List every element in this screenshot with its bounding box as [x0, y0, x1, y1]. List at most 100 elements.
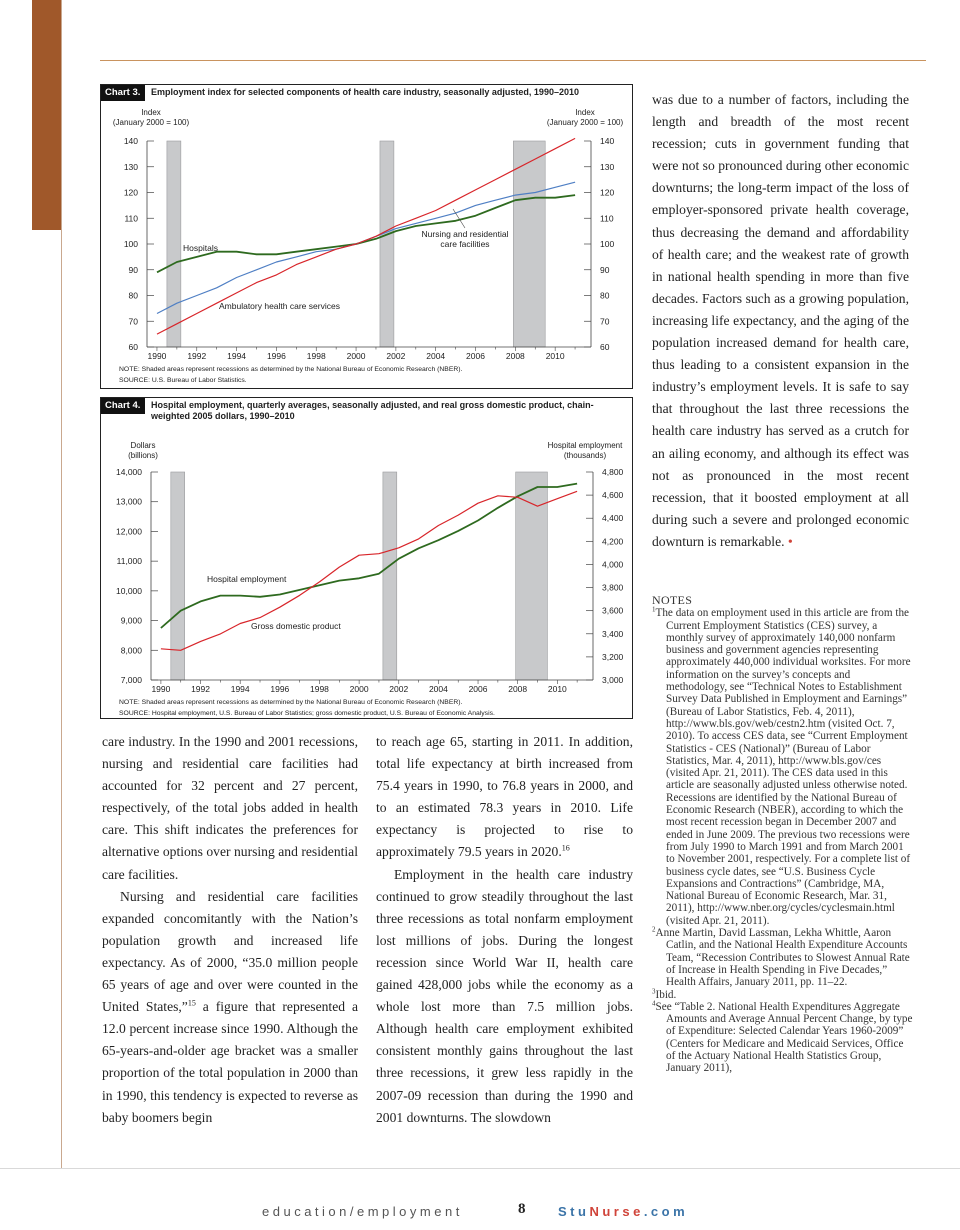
- chart-source: SOURCE: U.S. Bureau of Labor Statistics.: [119, 377, 247, 384]
- series-line: [160, 490, 578, 651]
- notes-heading: NOTES: [652, 593, 693, 607]
- note-item: 3Ibid.: [652, 986, 677, 1001]
- series-line: [156, 137, 576, 335]
- y2-tick-label: 3,800: [602, 583, 624, 593]
- paragraph: care industry. In the 1990 and 2001 rece…: [102, 734, 358, 882]
- y2-tick-label: 90: [600, 265, 610, 275]
- paragraph: Nursing and residential care facilities …: [102, 888, 358, 1125]
- footer-brand: StuNurse.com: [558, 1204, 689, 1219]
- x-tick-label: 2010: [548, 684, 567, 694]
- recession-band: [379, 140, 395, 348]
- chart-note: NOTE: Shaded areas represent recessions …: [119, 699, 463, 706]
- y-tick-label: 9,000: [121, 616, 143, 626]
- y-tick-label: 11,000: [117, 556, 143, 566]
- x-tick-label: 1998: [307, 351, 326, 361]
- y2-tick-label: 4,400: [602, 513, 624, 523]
- chart-4-label: Chart 4.: [101, 398, 146, 414]
- series-annotation: Nursing and residential: [422, 229, 509, 239]
- y-tick-label: 14,000: [116, 467, 142, 477]
- left-axis-title: Dollars: [131, 441, 156, 450]
- y2-tick-label: 130: [600, 162, 614, 172]
- y2-tick-label: 120: [600, 188, 614, 198]
- y2-tick-label: 4,800: [602, 467, 624, 477]
- paragraph: was due to a number of factors, includin…: [652, 92, 909, 550]
- y2-tick-label: 3,400: [602, 629, 624, 639]
- body-column-3: was due to a number of factors, includin…: [652, 89, 909, 554]
- right-axis-title: (January 2000 = 100): [547, 118, 624, 127]
- x-tick-label: 2004: [426, 351, 445, 361]
- x-tick-label: 1990: [151, 684, 170, 694]
- paragraph: to reach age 65, starting in 2011. In ad…: [376, 734, 633, 860]
- y-tick-label: 10,000: [116, 586, 142, 596]
- x-tick-label: 1990: [147, 351, 166, 361]
- y2-tick-label: 4,600: [602, 490, 624, 500]
- x-tick-label: 2008: [506, 351, 525, 361]
- chart-4: Chart 4. Hospital employment, quarterly …: [100, 397, 633, 719]
- right-axis-title: (thousands): [564, 451, 607, 460]
- x-tick-label: 1996: [270, 684, 289, 694]
- x-tick-label: 1998: [310, 684, 329, 694]
- y-tick-label: 7,000: [121, 675, 143, 685]
- y2-tick-label: 4,000: [602, 559, 624, 569]
- y-tick-label: 12,000: [116, 526, 142, 536]
- footnote-ref: 15: [187, 998, 196, 1008]
- y2-tick-label: 100: [600, 239, 614, 249]
- y-tick-label: 70: [129, 316, 139, 326]
- recession-band: [513, 140, 546, 348]
- x-tick-label: 1994: [227, 351, 246, 361]
- note-item: 2Anne Martin, David Lassman, Lekha Whitt…: [652, 925, 910, 989]
- y2-tick-label: 110: [600, 213, 614, 223]
- x-tick-label: 2006: [466, 351, 485, 361]
- sidebar-rule: [61, 0, 62, 1168]
- annotation-leader: [452, 208, 466, 229]
- x-tick-label: 2008: [508, 684, 527, 694]
- chart-note: NOTE: Shaded areas represent recessions …: [119, 366, 463, 373]
- x-tick-label: 2006: [469, 684, 488, 694]
- x-tick-label: 2000: [347, 351, 366, 361]
- y-tick-label: 8,000: [121, 645, 143, 655]
- y2-tick-label: 3,600: [602, 606, 624, 616]
- end-mark: •: [787, 534, 793, 550]
- header-rule: [100, 60, 926, 61]
- y2-tick-label: 60: [600, 342, 610, 352]
- series-annotation: Hospital employment: [207, 574, 287, 584]
- y-tick-label: 130: [124, 162, 138, 172]
- x-tick-label: 2010: [546, 351, 565, 361]
- chart-3-title: Employment index for selected components…: [151, 87, 579, 97]
- y2-tick-label: 70: [600, 316, 610, 326]
- x-tick-label: 2002: [386, 351, 405, 361]
- y-tick-label: 13,000: [116, 497, 142, 507]
- recession-band: [515, 471, 548, 681]
- x-tick-label: 1992: [187, 351, 206, 361]
- page-number: 8: [518, 1201, 526, 1217]
- footer-rule: [0, 1168, 960, 1169]
- note-item: 4See “Table 2. National Health Expenditu…: [652, 999, 913, 1075]
- series-annotation: Gross domestic product: [251, 621, 341, 631]
- recession-band: [382, 471, 398, 681]
- y2-tick-label: 3,200: [602, 652, 624, 662]
- x-tick-label: 2000: [350, 684, 369, 694]
- right-axis-title: Index: [575, 108, 595, 117]
- right-axis-title: Hospital employment: [548, 441, 623, 450]
- y-tick-label: 60: [129, 342, 139, 352]
- footnote-ref: 16: [561, 843, 570, 853]
- chart-3-label: Chart 3.: [101, 85, 146, 101]
- series-line: [160, 482, 578, 629]
- paragraph: Employment in the health care industry c…: [376, 866, 633, 1125]
- body-column-1: care industry. In the 1990 and 2001 rece…: [102, 731, 358, 1129]
- series-annotation: Ambulatory health care services: [219, 301, 340, 311]
- y-tick-label: 90: [129, 265, 139, 275]
- left-axis-title: Index: [141, 108, 161, 117]
- series-annotation: care facilities: [440, 239, 489, 249]
- recession-band: [166, 140, 182, 348]
- chart-4-title: Hospital employment, quarterly averages,…: [151, 400, 594, 421]
- y-tick-label: 120: [124, 188, 138, 198]
- notes: NOTES 1The data on employment used in th…: [652, 594, 914, 1075]
- series-line: [156, 194, 576, 274]
- y-tick-label: 140: [124, 136, 138, 146]
- y-tick-label: 110: [124, 213, 138, 223]
- chart-3: Chart 3. Employment index for selected c…: [100, 84, 633, 389]
- y-tick-label: 100: [124, 239, 138, 249]
- series-annotation: Hospitals: [183, 243, 218, 253]
- chart-3-plot: Index(January 2000 = 100)Index(January 2…: [113, 108, 624, 384]
